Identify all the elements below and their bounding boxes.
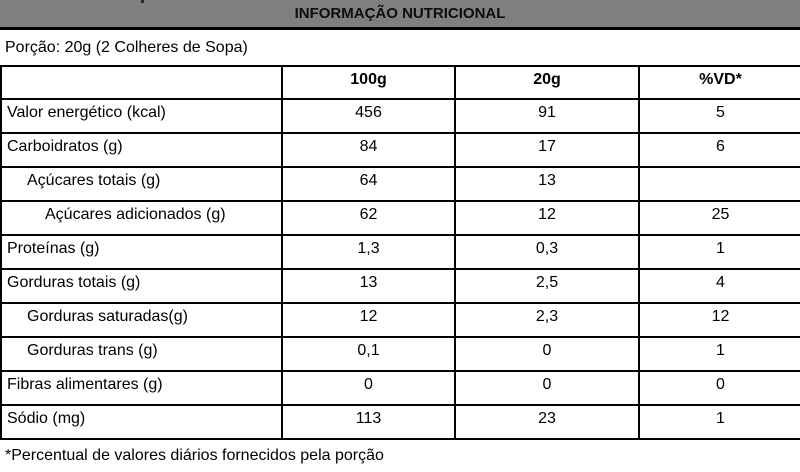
- value-100g: 113: [281, 404, 456, 440]
- table-row: Proteínas (g) 1,3 0,3 1: [0, 234, 800, 270]
- value-100g: 62: [281, 200, 456, 236]
- value-20g: 91: [454, 98, 640, 134]
- row-label: Sódio (mg): [0, 404, 283, 440]
- value-20g: 17: [454, 132, 640, 168]
- value-20g: 23: [454, 404, 640, 440]
- portion-text: Porção: 20g (2 Colheres de Sopa): [5, 38, 248, 56]
- value-20g: 13: [454, 166, 640, 202]
- value-vd: 6: [638, 132, 800, 168]
- value-20g: 12: [454, 200, 640, 236]
- footnote-text: *Percentual de valores diários fornecido…: [5, 447, 384, 464]
- table-row: Gorduras trans (g) 0,1 0 1: [0, 336, 800, 372]
- table-row: Gorduras totais (g) 13 2,5 4: [0, 268, 800, 304]
- value-20g: 2,3: [454, 302, 640, 338]
- row-label: Gorduras totais (g): [0, 268, 283, 304]
- column-header-20g: 20g: [454, 65, 640, 100]
- scan-artifact-dot: [141, 0, 144, 3]
- table-row: Gorduras saturadas(g) 12 2,3 12: [0, 302, 800, 338]
- value-100g: 64: [281, 166, 456, 202]
- row-label: Fibras alimentares (g): [0, 370, 283, 406]
- row-label: Açúcares adicionados (g): [0, 200, 283, 236]
- value-20g: 0,3: [454, 234, 640, 270]
- table-row: Açúcares adicionados (g) 62 12 25: [0, 200, 800, 236]
- value-vd: 12: [638, 302, 800, 338]
- row-label: Carboidratos (g): [0, 132, 283, 168]
- nutrition-table: 100g 20g %VD* Valor energético (kcal) 45…: [0, 65, 800, 440]
- value-100g: 456: [281, 98, 456, 134]
- value-100g: 84: [281, 132, 456, 168]
- value-20g: 0: [454, 370, 640, 406]
- table-row: Carboidratos (g) 84 17 6: [0, 132, 800, 168]
- table-row: Sódio (mg) 113 23 1: [0, 404, 800, 440]
- row-label: Proteínas (g): [0, 234, 283, 270]
- table-row: Fibras alimentares (g) 0 0 0: [0, 370, 800, 406]
- value-vd: 1: [638, 336, 800, 372]
- footnote: *Percentual de valores diários fornecido…: [0, 440, 800, 465]
- value-vd: 5: [638, 98, 800, 134]
- row-label: Gorduras trans (g): [0, 336, 283, 372]
- nutrition-title: INFORMAÇÃO NUTRICIONAL: [294, 5, 506, 22]
- value-20g: 0: [454, 336, 640, 372]
- table-row: Valor energético (kcal) 456 91 5: [0, 98, 800, 134]
- value-100g: 13: [281, 268, 456, 304]
- nutrition-title-bar: INFORMAÇÃO NUTRICIONAL: [0, 0, 800, 30]
- value-vd: [638, 166, 800, 202]
- value-100g: 12: [281, 302, 456, 338]
- row-label: Valor energético (kcal): [0, 98, 283, 134]
- value-vd: 25: [638, 200, 800, 236]
- row-label: Açúcares totais (g): [0, 166, 283, 202]
- value-vd: 0: [638, 370, 800, 406]
- value-100g: 0,1: [281, 336, 456, 372]
- portion-line: Porção: 20g (2 Colheres de Sopa): [0, 30, 800, 65]
- value-20g: 2,5: [454, 268, 640, 304]
- column-header-blank: [0, 65, 283, 100]
- column-header-100g: 100g: [281, 65, 456, 100]
- row-label: Gorduras saturadas(g): [0, 302, 283, 338]
- value-vd: 1: [638, 234, 800, 270]
- table-header-row: 100g 20g %VD*: [0, 65, 800, 100]
- table-row: Açúcares totais (g) 64 13: [0, 166, 800, 202]
- value-vd: 4: [638, 268, 800, 304]
- value-100g: 0: [281, 370, 456, 406]
- value-vd: 1: [638, 404, 800, 440]
- value-100g: 1,3: [281, 234, 456, 270]
- column-header-vd: %VD*: [638, 65, 800, 100]
